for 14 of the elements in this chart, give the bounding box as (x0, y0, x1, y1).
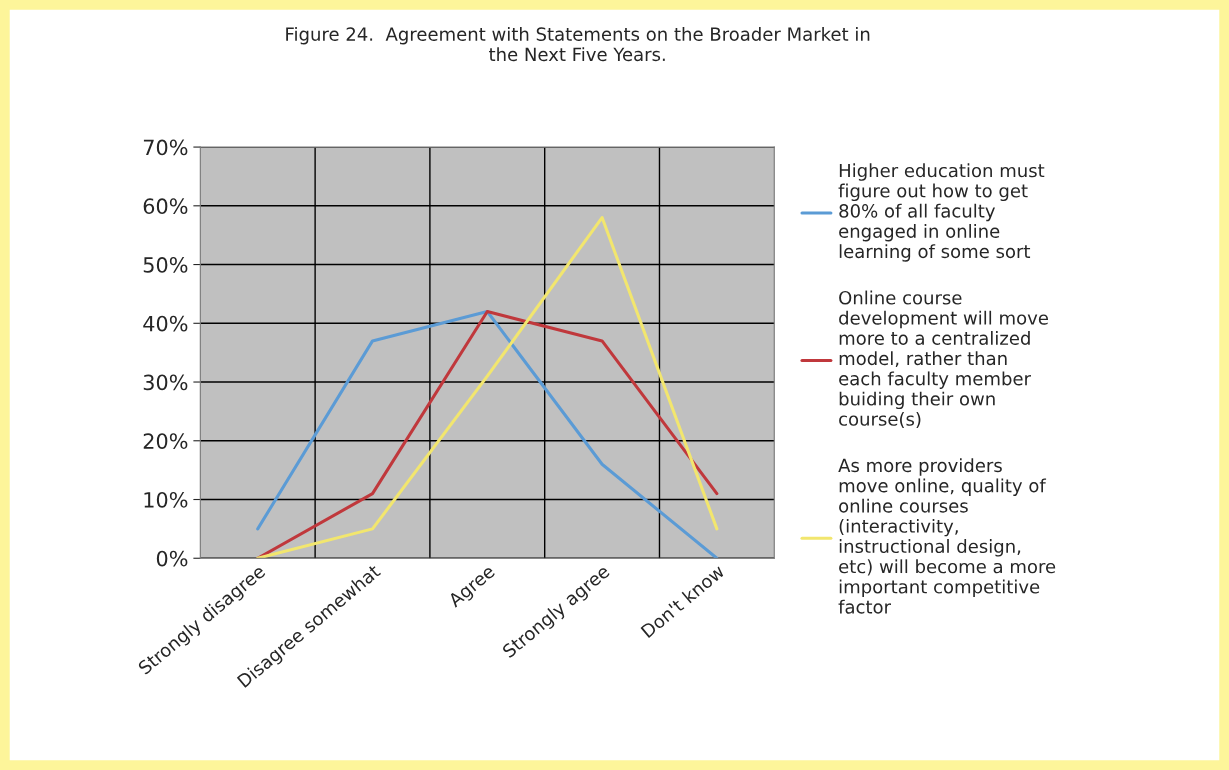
line-series (256, 216, 719, 559)
y-tick-label: 50% (143, 257, 188, 273)
legend-label: Higher education must figure out how to get 80% of all faculty engaged in online learning of some sort (838, 163, 1045, 262)
legend-label: As more providers move online, quality of online courses (interactivity, instructional design, etc) will become a more important competitive factor (838, 458, 1056, 614)
line-series (256, 310, 719, 559)
y-tick-label: 10% (144, 491, 188, 508)
y-tick-label: 70% (143, 139, 188, 156)
y-tick-label: 0% (156, 550, 188, 567)
y-tick-label: 60% (143, 198, 188, 215)
chart-title: Figure 24. Agreement with Statements on the Broader Market in the Next Five Years. (286, 26, 870, 62)
y-tick-label: 30% (143, 374, 188, 391)
legend-label: Online course development will move more to a centralized model, rather than each faculty member buiding their own course(s) (839, 290, 1048, 428)
y-tick-label: 20% (143, 433, 188, 449)
y-tick-label: 40% (143, 315, 188, 332)
